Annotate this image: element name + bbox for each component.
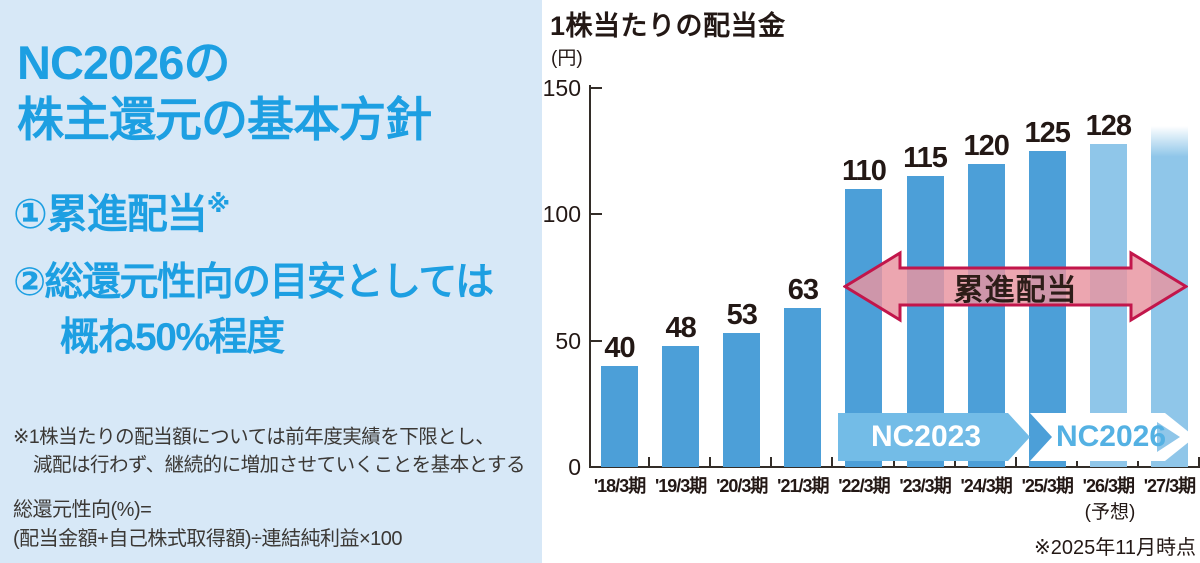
policy-point-2-line2: 概ね50%程度: [60, 316, 285, 360]
banner-nc2026-outline: [1030, 413, 1195, 461]
bar-value-label: 120: [963, 129, 1009, 162]
x-tick: [709, 457, 712, 467]
double-arrow-shape: [843, 250, 1188, 323]
x-tick: [1198, 457, 1200, 467]
progressive-dividend-arrow-label: 累進配当: [953, 273, 1078, 307]
forecast-note: (予想): [1084, 502, 1136, 523]
y-tick: [591, 339, 602, 342]
policy-panel: NC2026の 株主還元の基本方針 ①累進配当※ ②総還元性向の目安としては 概…: [0, 0, 542, 563]
x-axis-label: '22/3期: [838, 476, 890, 496]
x-tick: [953, 457, 956, 467]
x-axis-label: '26/3期: [1082, 476, 1135, 496]
x-tick: [1014, 457, 1017, 467]
x-tick: [1136, 457, 1139, 467]
x-axis-label: '21/3期: [777, 476, 829, 496]
bar-value-label: 115: [903, 142, 948, 175]
banner-nc2026: NC2026: [1055, 420, 1167, 453]
policy-point-2-line1: ②総還元性向の目安としては: [13, 261, 494, 304]
x-axis-label: '25/3期: [1021, 476, 1074, 496]
payout-ratio-formula-line2: (配当金額+自己株式取得額)÷連結純利益×100: [13, 528, 403, 551]
dividend-footnote: ※1株当たりの配当額については前年度実績を下限とし、 減配は行わず、継続的に増加…: [13, 423, 526, 479]
x-axis-line: [589, 466, 1200, 468]
banner-nc2023: NC2023: [838, 413, 1030, 461]
bar-value-label: 110: [842, 155, 887, 188]
payout-ratio-formula: 総還元性向(%)= (配当金額+自己株式取得額)÷連結純利益×100: [13, 496, 403, 555]
bar-value-label: 128: [1085, 109, 1132, 142]
policy-point-2: ②総還元性向の目安としては 概ね50%程度: [13, 255, 494, 366]
chart-title: 1株当たりの配当金: [550, 11, 786, 41]
footnote-ref-mark: ※: [206, 191, 230, 218]
asof-note: ※2025年11月時点: [1033, 537, 1196, 559]
panel-title-line2: 株主還元の基本方針: [17, 93, 432, 147]
bar-value-label: 48: [665, 311, 697, 344]
y-axis-label: 0: [568, 454, 581, 480]
x-tick: [648, 457, 651, 467]
policy-point-1: ①累進配当※: [13, 180, 230, 240]
x-axis-label: '24/3期: [960, 476, 1012, 496]
dividend-footnote-line1: ※1株当たりの配当額については前年度実績を下限とし、: [13, 426, 495, 448]
bar-value-label: 63: [787, 273, 819, 306]
policy-point-1-text: ①累進配当: [13, 191, 208, 237]
chart-unit-label: (円): [551, 48, 583, 69]
progressive-dividend-arrow: [843, 250, 1188, 323]
bar-'21/3期: [784, 307, 822, 467]
x-axis-label: '27/3期: [1143, 476, 1196, 496]
banner-nc2026-shape: [1030, 413, 1195, 461]
x-axis-label: '19/3期: [654, 476, 707, 496]
dividend-footnote-line2: 減配は行わず、継続的に増加させていくことを基本とする: [33, 454, 526, 477]
payout-ratio-formula-line1: 総還元性向(%)=: [13, 499, 152, 521]
x-axis-label: '18/3期: [593, 476, 646, 496]
bar-'19/3期: [662, 345, 700, 467]
x-axis-label: '20/3期: [716, 476, 768, 496]
x-tick: [831, 457, 834, 467]
panel-title-line1: NC2026の: [17, 36, 230, 90]
bar-value-label: 40: [604, 331, 635, 364]
y-axis-label: 150: [542, 75, 581, 101]
bar-'20/3期: [723, 333, 761, 467]
y-tick: [591, 213, 602, 216]
bar-'18/3期: [601, 365, 639, 467]
x-tick: [1075, 457, 1078, 467]
y-tick: [591, 87, 602, 89]
x-tick: [770, 457, 773, 467]
panel-title: NC2026の 株主還元の基本方針: [17, 35, 432, 149]
x-axis-label: '23/3期: [899, 476, 951, 496]
y-axis-line: [589, 85, 591, 468]
y-axis-label: 50: [555, 327, 581, 354]
x-tick: [892, 457, 895, 467]
y-axis-label: 100: [542, 201, 581, 228]
bar-value-label: 53: [726, 299, 758, 332]
bar-value-label: 125: [1024, 117, 1071, 150]
